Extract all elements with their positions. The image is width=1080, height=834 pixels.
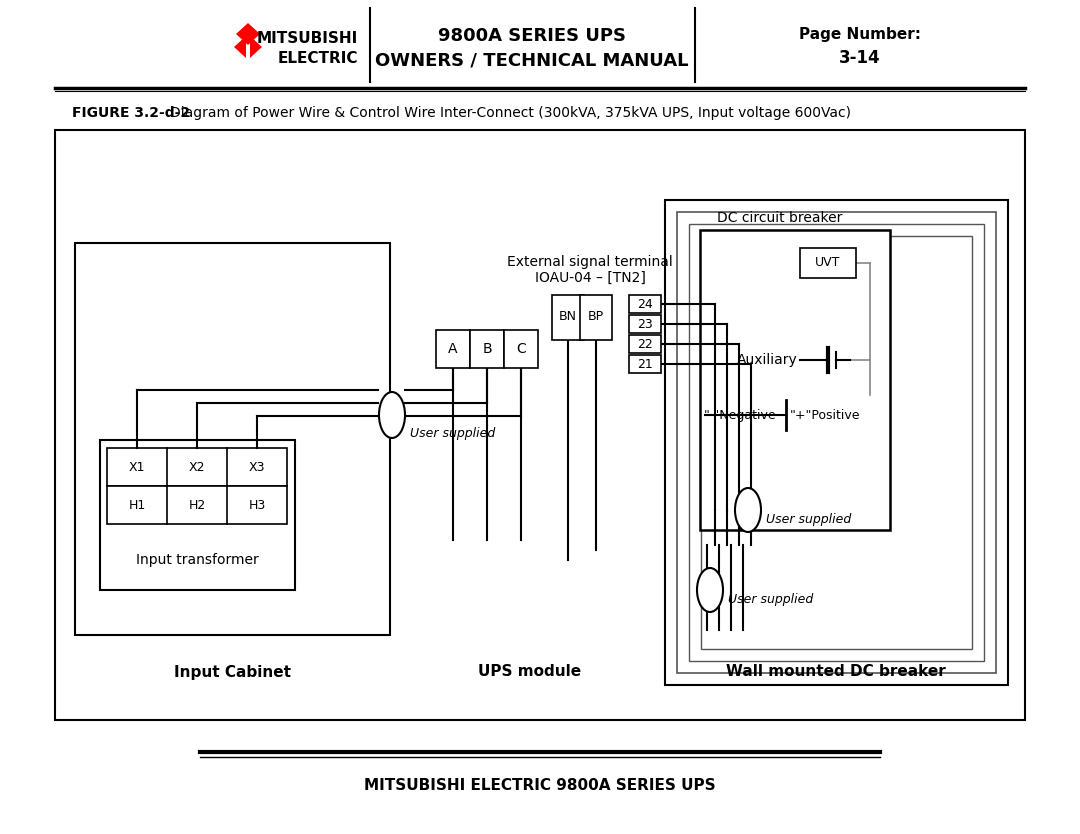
Text: User supplied: User supplied: [410, 426, 496, 440]
Text: "+"Positive: "+"Positive: [789, 409, 861, 421]
FancyBboxPatch shape: [504, 330, 538, 368]
FancyBboxPatch shape: [677, 212, 996, 673]
Text: DC circuit breaker: DC circuit breaker: [717, 211, 842, 225]
Text: X3: X3: [248, 460, 266, 474]
Text: C: C: [516, 342, 526, 356]
Text: H3: H3: [248, 499, 266, 511]
Text: UPS module: UPS module: [478, 665, 581, 680]
Text: B: B: [482, 342, 491, 356]
FancyBboxPatch shape: [107, 486, 287, 524]
Text: "-"Negative: "-"Negative: [704, 409, 777, 421]
Text: A: A: [448, 342, 458, 356]
Polygon shape: [249, 36, 262, 58]
FancyBboxPatch shape: [629, 315, 661, 333]
FancyBboxPatch shape: [552, 295, 584, 340]
FancyBboxPatch shape: [580, 295, 612, 340]
Text: Input Cabinet: Input Cabinet: [174, 665, 291, 680]
FancyBboxPatch shape: [701, 236, 972, 649]
Text: 24: 24: [637, 298, 653, 310]
FancyBboxPatch shape: [470, 330, 504, 368]
FancyBboxPatch shape: [665, 200, 1008, 685]
FancyBboxPatch shape: [436, 330, 470, 368]
FancyBboxPatch shape: [629, 295, 661, 313]
FancyBboxPatch shape: [75, 243, 390, 635]
Text: MITSUBISHI: MITSUBISHI: [257, 31, 357, 46]
Text: User supplied: User supplied: [766, 514, 851, 526]
Polygon shape: [237, 23, 260, 45]
FancyBboxPatch shape: [629, 355, 661, 373]
Text: User supplied: User supplied: [728, 594, 813, 606]
Text: H1: H1: [129, 499, 146, 511]
Text: Wall mounted DC breaker: Wall mounted DC breaker: [726, 665, 946, 680]
Text: UVT: UVT: [815, 257, 840, 269]
Text: X1: X1: [129, 460, 145, 474]
Ellipse shape: [379, 392, 405, 438]
Text: X2: X2: [189, 460, 205, 474]
Text: 9800A SERIES UPS: 9800A SERIES UPS: [438, 27, 626, 45]
Text: Auxiliary: Auxiliary: [738, 353, 798, 367]
Ellipse shape: [697, 568, 723, 612]
Text: OWNERS / TECHNICAL MANUAL: OWNERS / TECHNICAL MANUAL: [375, 51, 689, 69]
FancyBboxPatch shape: [107, 448, 287, 486]
FancyBboxPatch shape: [800, 248, 856, 278]
Text: External signal terminal: External signal terminal: [508, 255, 673, 269]
Text: Diagram of Power Wire & Control Wire Inter-Connect (300kVA, 375kVA UPS, Input vo: Diagram of Power Wire & Control Wire Int…: [170, 106, 851, 120]
Text: BN: BN: [559, 310, 577, 324]
Text: BP: BP: [588, 310, 604, 324]
Text: ELECTRIC: ELECTRIC: [278, 51, 357, 66]
Text: IOAU-04 – [TN2]: IOAU-04 – [TN2]: [535, 271, 646, 285]
Ellipse shape: [735, 488, 761, 532]
Text: H2: H2: [188, 499, 205, 511]
Text: FIGURE 3.2-d-2: FIGURE 3.2-d-2: [72, 106, 190, 120]
Text: Page Number:: Page Number:: [799, 27, 921, 42]
FancyBboxPatch shape: [55, 130, 1025, 720]
Text: 3-14: 3-14: [839, 49, 881, 67]
Text: MITSUBISHI ELECTRIC 9800A SERIES UPS: MITSUBISHI ELECTRIC 9800A SERIES UPS: [364, 777, 716, 792]
Text: Input transformer: Input transformer: [136, 553, 258, 567]
Text: 21: 21: [637, 358, 653, 370]
Polygon shape: [234, 36, 246, 58]
FancyBboxPatch shape: [629, 335, 661, 353]
Text: 23: 23: [637, 318, 653, 330]
FancyBboxPatch shape: [700, 230, 890, 530]
FancyBboxPatch shape: [100, 440, 295, 590]
FancyBboxPatch shape: [689, 224, 984, 661]
Text: 22: 22: [637, 338, 653, 350]
